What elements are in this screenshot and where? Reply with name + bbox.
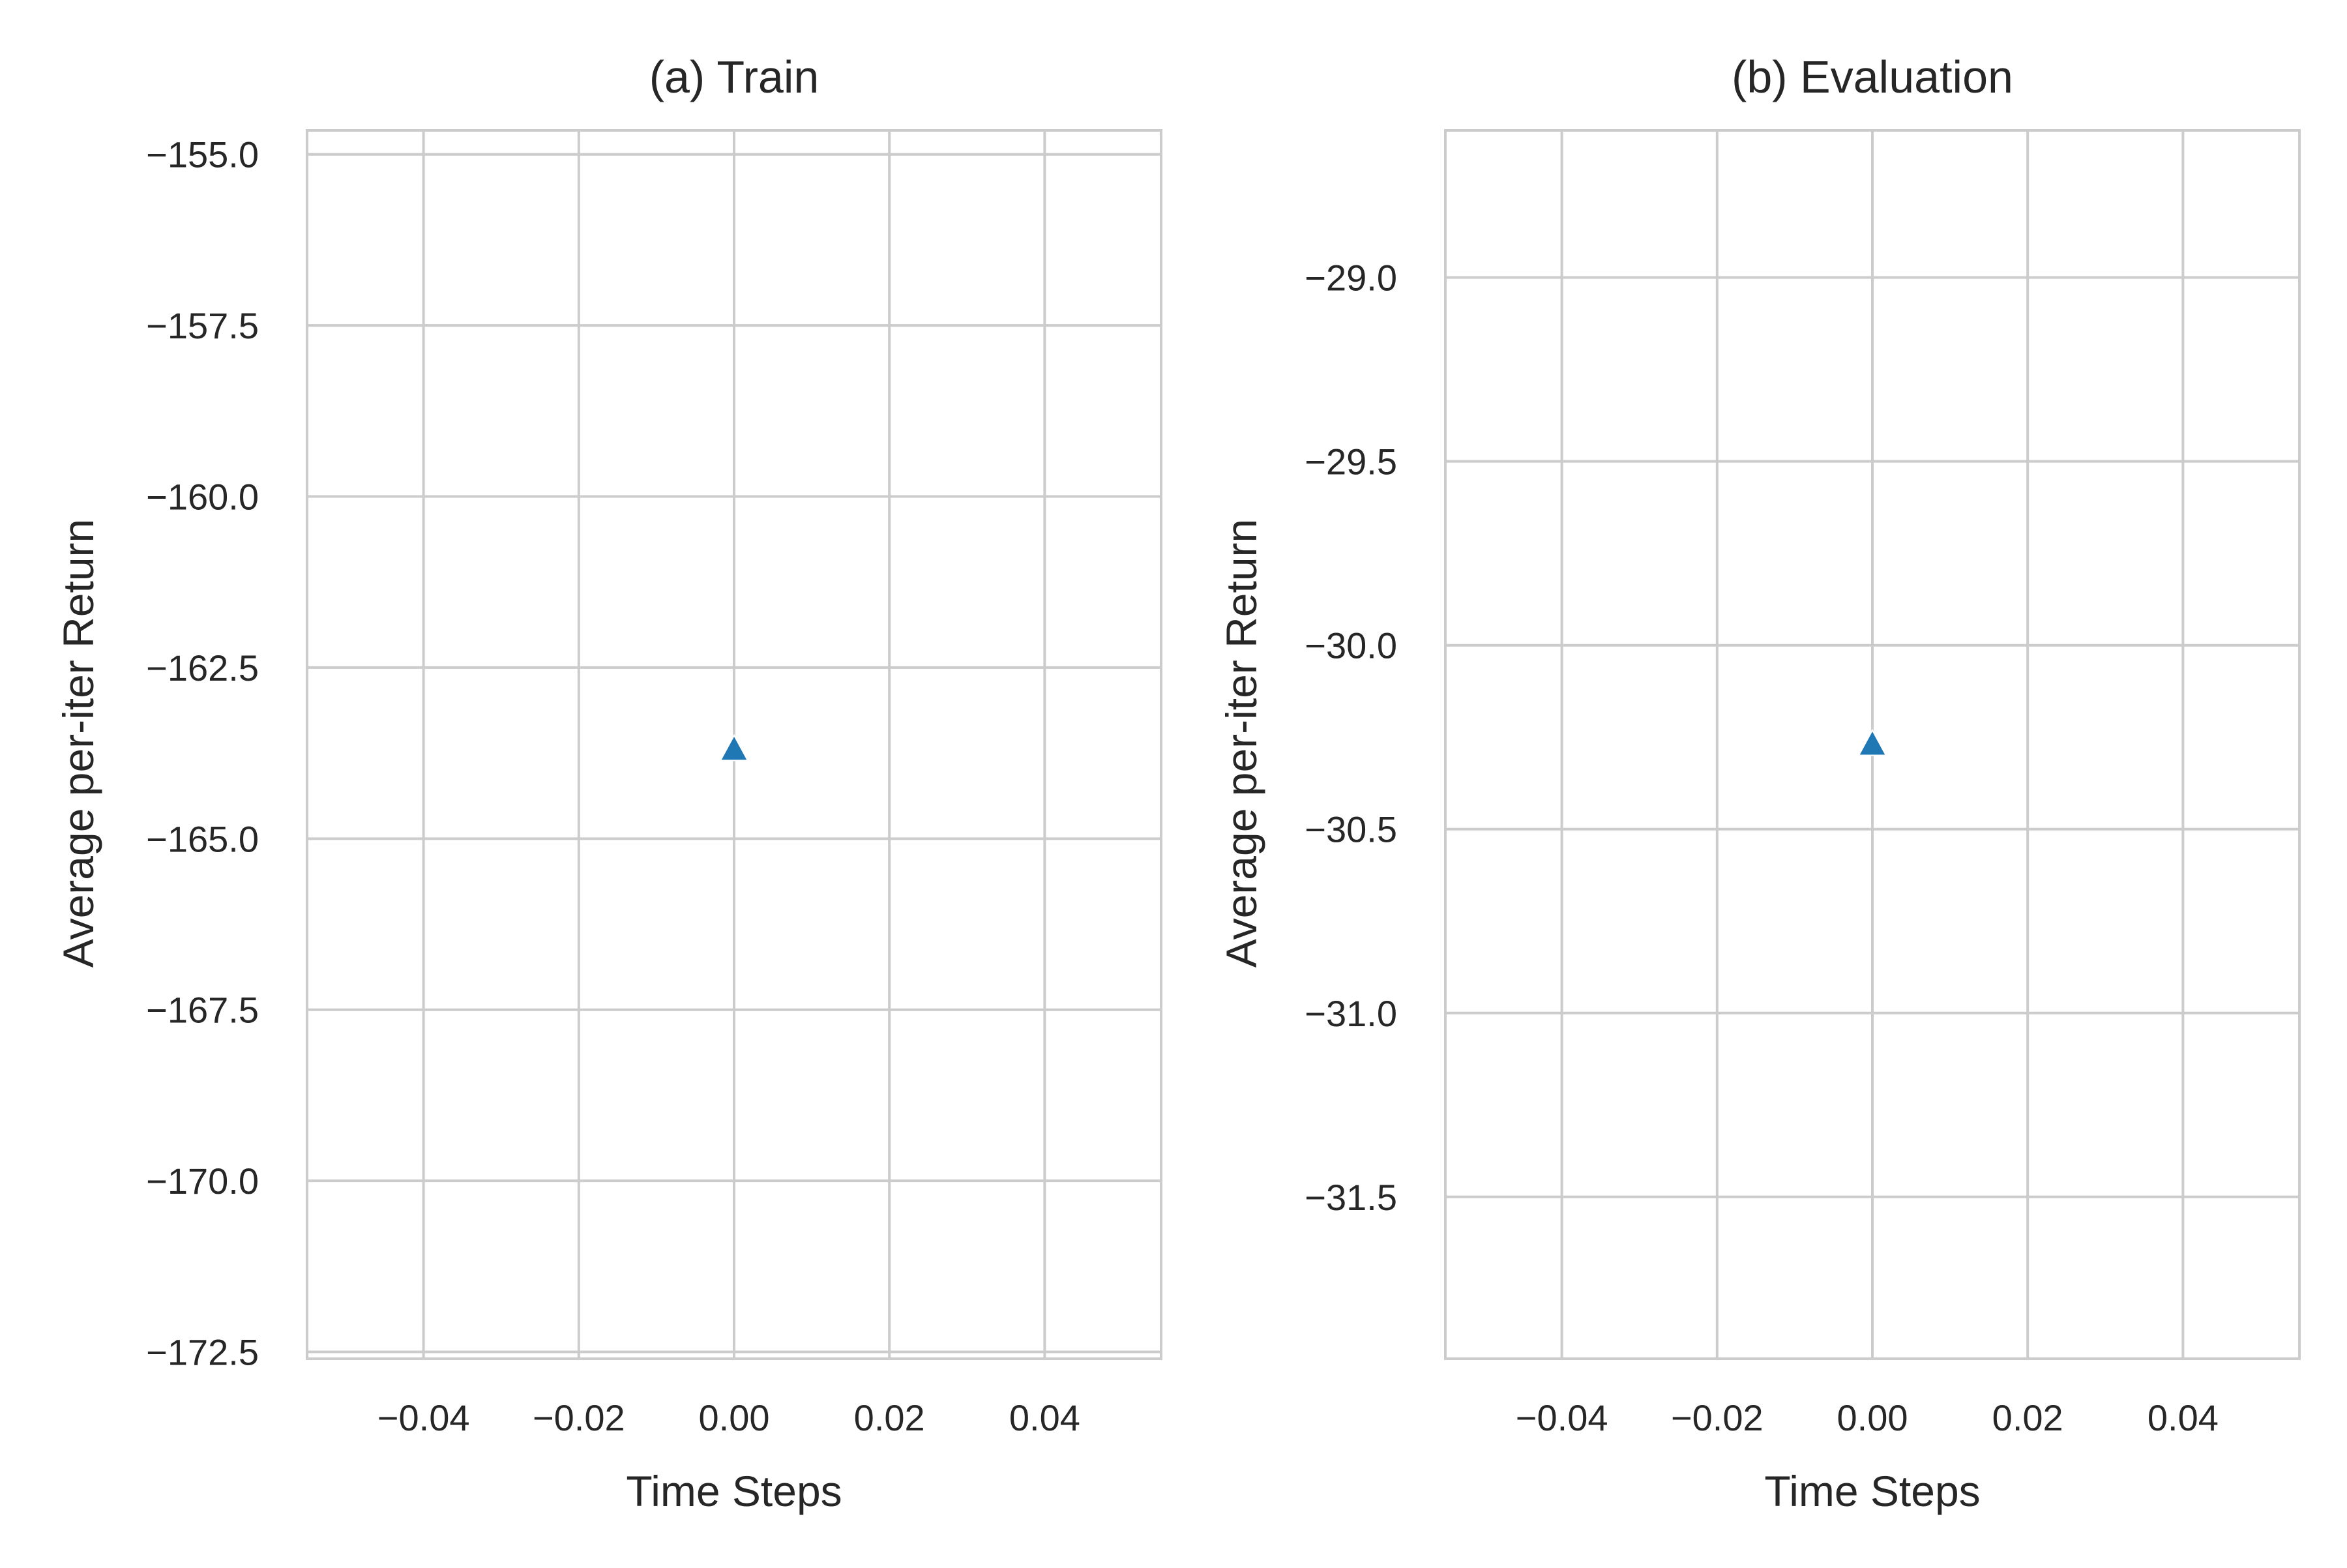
y-tick-label: −162.5	[146, 647, 259, 688]
plot-area	[306, 129, 1162, 1360]
x-tick-label: −0.02	[533, 1397, 625, 1438]
data-marks	[719, 733, 749, 762]
y-tick-label: −157.5	[146, 305, 259, 346]
y-tick-label: −29.5	[1305, 441, 1397, 482]
x-axis-label: Time Steps	[626, 1467, 842, 1515]
y-tick-label: −31.5	[1305, 1177, 1397, 1218]
x-tick-label: 0.04	[2148, 1397, 2219, 1438]
panel-evaluation: (b) Evaluation Time Steps Average per-it…	[1217, 52, 2301, 1515]
y-tick-label: −31.0	[1305, 993, 1397, 1034]
x-tick-label: 0.02	[854, 1397, 925, 1438]
y-tick-label: −167.5	[146, 990, 259, 1031]
x-tick-label: 0.02	[1992, 1397, 2063, 1438]
grid	[307, 130, 1161, 1359]
y-axis-label: Average per-iter Return	[1217, 519, 1265, 968]
chart-title: (b) Evaluation	[1732, 52, 2013, 102]
tick-labels: −0.04 −0.02 0.00 0.02 0.04 −29.0 −29.5 −30.0 −30…	[1305, 258, 2219, 1438]
y-tick-label: −29.0	[1305, 258, 1397, 299]
y-tick-label: −172.5	[146, 1332, 259, 1373]
x-tick-label: 0.04	[1009, 1397, 1080, 1438]
x-tick-label: −0.04	[377, 1397, 470, 1438]
data-point-triangle	[719, 733, 749, 762]
x-tick-label: −0.02	[1671, 1397, 1764, 1438]
plot-area	[1444, 129, 2301, 1360]
tick-labels: −0.04 −0.02 0.00 0.02 0.04 −155.0 −157.5 −160.0…	[146, 134, 1080, 1438]
data-marks	[1857, 728, 1887, 756]
y-tick-label: −155.0	[146, 134, 259, 175]
x-tick-label: 0.00	[1837, 1397, 1908, 1438]
x-tick-label: 0.00	[699, 1397, 770, 1438]
x-tick-label: −0.04	[1516, 1397, 1608, 1438]
y-tick-label: −165.0	[146, 818, 259, 859]
y-tick-label: −30.0	[1305, 625, 1397, 666]
y-tick-label: −170.0	[146, 1161, 259, 1202]
y-tick-label: −160.0	[146, 477, 259, 518]
x-axis-label: Time Steps	[1764, 1467, 1980, 1515]
grid	[1445, 130, 2299, 1359]
y-tick-label: −30.5	[1305, 809, 1397, 850]
chart-title: (a) Train	[649, 52, 819, 102]
y-axis-label: Average per-iter Return	[54, 519, 102, 968]
data-point-triangle	[1857, 728, 1887, 756]
panel-train: (a) Train Time Steps Average per-iter Re…	[54, 52, 1162, 1515]
